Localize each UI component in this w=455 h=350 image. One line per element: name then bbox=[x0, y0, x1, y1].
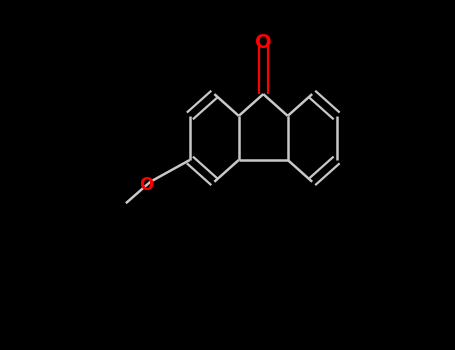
Text: O: O bbox=[255, 33, 272, 52]
Text: O: O bbox=[139, 176, 153, 194]
